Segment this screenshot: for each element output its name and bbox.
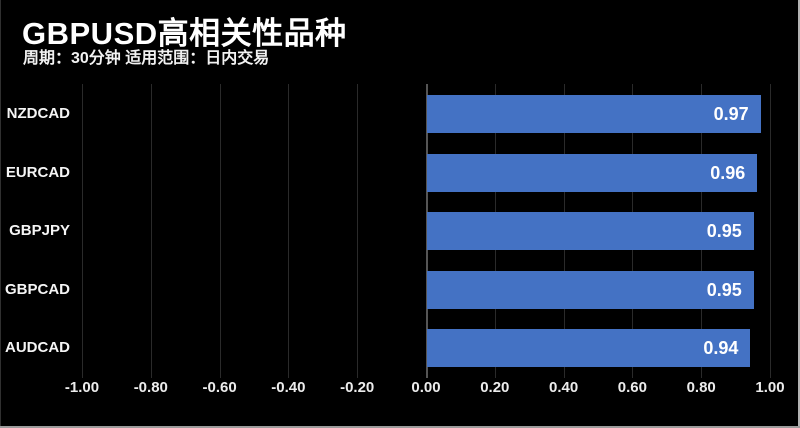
window-edge-bottom: [0, 426, 800, 428]
window-edge-left: [0, 0, 1, 428]
x-axis-tick-label: -0.20: [340, 379, 375, 396]
x-axis-tick-label: 0.40: [548, 379, 579, 396]
gridline: [219, 84, 221, 378]
gridline: [770, 84, 771, 378]
correlation-bar: 0.95: [427, 270, 754, 309]
bar-value-label: 0.97: [713, 104, 749, 125]
category-label: GBPCAD: [4, 280, 70, 298]
correlation-bar: 0.94: [427, 329, 751, 368]
correlation-bar: 0.97: [427, 95, 761, 134]
bar-value-label: 0.94: [703, 338, 739, 359]
bar-value-label: 0.95: [706, 221, 742, 242]
bar-value-label: 0.95: [706, 279, 742, 300]
x-axis-tick-label: -0.80: [133, 379, 168, 396]
bar-value-label: 0.96: [710, 162, 746, 183]
gridline: [150, 84, 152, 378]
category-label: GBPJPY: [9, 222, 70, 240]
x-axis-tick-label: -0.60: [202, 379, 237, 396]
correlation-bar: 0.96: [427, 153, 758, 192]
x-axis-tick-label: -1.00: [64, 379, 100, 396]
gridline: [288, 84, 290, 378]
category-label: EURCAD: [5, 163, 70, 181]
x-axis-tick-label: 0.20: [480, 379, 510, 396]
gridline: [82, 84, 83, 378]
gridline: [357, 84, 359, 378]
category-label: AUDCAD: [5, 339, 70, 357]
x-axis-tick-label: 0.80: [686, 379, 716, 396]
window-edge-right: [798, 0, 800, 428]
chart-title: GBPUSD高相关性品种: [22, 16, 347, 51]
x-axis-tick-label: 0.00: [411, 379, 441, 396]
x-axis-tick-label: -0.40: [271, 379, 306, 396]
correlation-bar: 0.95: [427, 212, 754, 251]
chart-subtitle: 周期：30分钟 适用范围：日内交易: [23, 50, 270, 67]
x-axis-tick-label: 1.00: [755, 379, 785, 396]
x-axis-tick-label: 0.60: [617, 379, 647, 396]
category-label: NZDCAD: [6, 105, 70, 123]
